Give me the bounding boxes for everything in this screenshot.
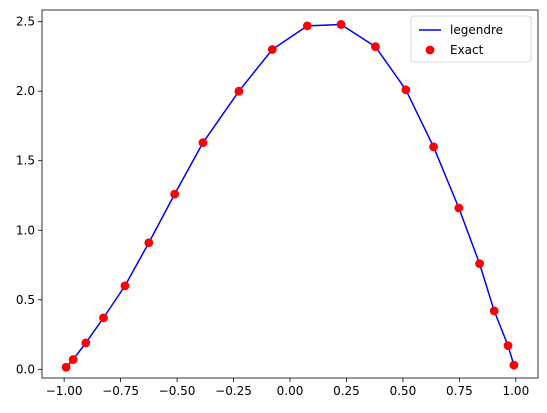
data-point-exact (489, 306, 499, 316)
data-point-exact (336, 20, 346, 29)
legend-box (410, 15, 532, 63)
x-tick-label: 0.75 (446, 384, 473, 398)
data-point-exact (68, 355, 78, 364)
data-point-exact (371, 42, 380, 52)
legend: legendre Exact (410, 15, 532, 63)
y-tick-label: 2.5 (16, 15, 35, 29)
y-axis: 0.0 0.5 1.0 1.5 2.0 2.5 (16, 15, 42, 376)
x-tick-label: −0.75 (102, 384, 139, 398)
series-markers (61, 20, 519, 372)
y-tick-label: 1.0 (16, 223, 35, 237)
data-point-exact (234, 86, 244, 96)
series-lines (65, 23, 515, 368)
y-tick-label: 2.0 (16, 84, 35, 98)
data-point-exact (99, 313, 108, 323)
data-point-exact (454, 203, 464, 213)
data-point-exact (198, 138, 208, 148)
data-point-exact (429, 142, 438, 152)
legend-label: legendre (450, 23, 503, 37)
data-point-exact (401, 85, 411, 95)
data-point-exact (475, 259, 484, 269)
x-tick-label: −1.00 (46, 384, 83, 398)
data-point-exact (267, 45, 277, 54)
legend-label: Exact (450, 43, 484, 57)
data-point-exact (120, 281, 130, 291)
x-tick-label: 0.50 (390, 384, 417, 398)
x-axis: −1.00 −0.75 −0.50 −0.25 0.00 0.25 0.50 0.75 1.00 (46, 378, 529, 398)
x-tick-label: 0.00 (277, 384, 304, 398)
data-point-exact (302, 21, 312, 31)
data-point-exact (61, 362, 71, 372)
y-tick-label: 1.5 (16, 154, 35, 168)
x-tick-label: −0.50 (159, 384, 196, 398)
y-tick-label: 0.0 (16, 362, 35, 376)
series-line-legendre (65, 23, 515, 368)
data-point-exact (81, 338, 91, 348)
y-tick-label: 0.5 (16, 293, 35, 307)
x-tick-label: −0.25 (215, 384, 252, 398)
data-point-exact (509, 360, 519, 370)
data-point-exact (503, 341, 513, 351)
data-point-exact (170, 189, 180, 199)
x-tick-label: 0.25 (333, 384, 360, 398)
legend-marker-swatch (425, 45, 435, 55)
data-point-exact (144, 238, 154, 248)
x-tick-label: 1.00 (502, 384, 529, 398)
